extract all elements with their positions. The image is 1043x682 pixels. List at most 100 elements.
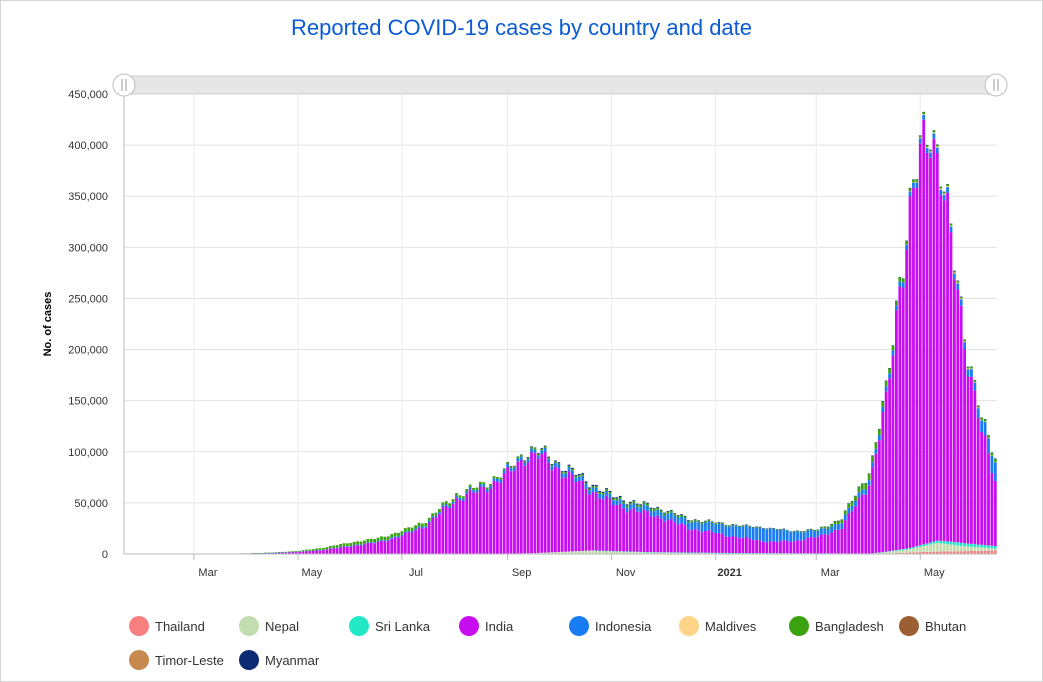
bar-segment-india[interactable] (802, 540, 806, 554)
bar-segment-india[interactable] (536, 458, 540, 553)
bar-segment-thailand[interactable] (973, 550, 977, 554)
bar-segment-india[interactable] (813, 537, 816, 554)
bar-segment-sri-lanka[interactable] (686, 552, 690, 554)
bar-segment-sri-lanka[interactable] (959, 542, 963, 546)
bar-segment-indonesia[interactable] (574, 477, 578, 482)
bar-segment-myanmar[interactable] (615, 497, 619, 499)
bar-segment-india[interactable] (345, 546, 349, 554)
bar-segment-myanmar[interactable] (690, 520, 694, 522)
bar-segment-sri-lanka[interactable] (782, 553, 786, 554)
bar-segment-bangladesh[interactable] (806, 529, 810, 531)
bar-segment-india[interactable] (959, 305, 963, 543)
bar-segment-myanmar[interactable] (676, 515, 680, 516)
bar-segment-sri-lanka[interactable] (976, 544, 980, 548)
bar-segment-sri-lanka[interactable] (925, 543, 929, 546)
bar-segment-india[interactable] (342, 546, 346, 554)
bar-segment-bangladesh[interactable] (656, 507, 660, 510)
bar-segment-indonesia[interactable] (489, 485, 492, 489)
bar-segment-bangladesh[interactable] (328, 546, 332, 549)
bar-segment-bangladesh[interactable] (335, 545, 339, 548)
bar-segment-india[interactable] (328, 548, 332, 554)
bar-segment-myanmar[interactable] (625, 504, 629, 506)
bar-segment-bangladesh[interactable] (946, 184, 949, 186)
bar-segment-bangladesh[interactable] (472, 487, 475, 491)
bar-segment-maldives[interactable] (973, 381, 977, 383)
bar-segment-indonesia[interactable] (963, 342, 967, 350)
bar-segment-bangladesh[interactable] (891, 345, 895, 351)
bar-segment-bangladesh[interactable] (533, 448, 537, 450)
bar-segment-india[interactable] (990, 472, 994, 546)
bar-segment-india[interactable] (918, 143, 922, 546)
bar-segment-bangladesh[interactable] (625, 505, 629, 508)
bar-segment-india[interactable] (472, 492, 475, 554)
bar-segment-india[interactable] (465, 493, 469, 554)
bar-segment-india[interactable] (301, 551, 305, 554)
bar-segment-bangladesh[interactable] (397, 532, 400, 537)
bar-segment-indonesia[interactable] (482, 484, 486, 487)
bar-segment-indonesia[interactable] (383, 540, 387, 542)
bar-segment-bangladesh[interactable] (993, 458, 997, 462)
bar-segment-bangladesh[interactable] (536, 453, 540, 456)
bar-segment-bangladesh[interactable] (942, 191, 946, 194)
bar-segment-bangladesh[interactable] (519, 454, 523, 457)
bar-segment-thailand[interactable] (915, 552, 919, 554)
bar-segment-sri-lanka[interactable] (741, 553, 745, 554)
bar-segment-bangladesh[interactable] (530, 446, 533, 449)
bar-segment-bangladesh[interactable] (629, 502, 632, 505)
bar-segment-thailand[interactable] (918, 552, 922, 554)
bar-segment-india[interactable] (359, 545, 363, 554)
bar-segment-nepal[interactable] (632, 552, 636, 554)
bar-segment-india[interactable] (516, 461, 520, 554)
bar-segment-thailand[interactable] (993, 550, 997, 554)
bar-segment-bangladesh[interactable] (608, 492, 612, 494)
bar-segment-indonesia[interactable] (775, 529, 779, 542)
bar-segment-nepal[interactable] (949, 544, 953, 552)
bar-segment-india[interactable] (557, 468, 561, 552)
bar-segment-indonesia[interactable] (966, 369, 970, 377)
bar-segment-bangladesh[interactable] (683, 516, 687, 519)
bar-segment-india[interactable] (294, 552, 298, 554)
bar-segment-bangladesh[interactable] (823, 526, 827, 529)
bar-segment-nepal[interactable] (605, 550, 608, 554)
legend-item-myanmar[interactable]: Myanmar (239, 647, 349, 673)
bar-segment-bangladesh[interactable] (871, 455, 874, 463)
bar-segment-nepal[interactable] (935, 542, 939, 552)
bar-segment-myanmar[interactable] (663, 512, 666, 514)
bar-segment-indonesia[interactable] (652, 511, 656, 517)
bar-segment-india[interactable] (840, 528, 844, 554)
bar-segment-myanmar[interactable] (652, 508, 656, 510)
bar-segment-thailand[interactable] (987, 550, 990, 554)
bar-segment-indonesia[interactable] (840, 523, 844, 529)
bar-segment-india[interactable] (478, 486, 482, 554)
bar-segment-india[interactable] (356, 545, 359, 554)
bar-segment-indonesia[interactable] (550, 466, 554, 471)
bar-segment-indonesia[interactable] (802, 532, 806, 541)
bar-segment-bangladesh[interactable] (465, 489, 469, 492)
bar-segment-india[interactable] (594, 492, 598, 551)
bar-segment-bangladesh[interactable] (461, 496, 465, 499)
bar-segment-sri-lanka[interactable] (939, 540, 943, 544)
bar-segment-myanmar[interactable] (622, 500, 625, 502)
bar-segment-india[interactable] (455, 497, 458, 554)
bar-segment-sri-lanka[interactable] (765, 553, 769, 554)
bar-segment-myanmar[interactable] (553, 460, 557, 462)
bar-segment-bangladesh[interactable] (646, 503, 649, 506)
bar-segment-indonesia[interactable] (785, 530, 789, 542)
bar-segment-india[interactable] (816, 536, 820, 554)
bar-segment-myanmar[interactable] (598, 490, 602, 493)
bar-segment-indonesia[interactable] (547, 458, 550, 463)
bar-segment-bangladesh[interactable] (611, 498, 615, 501)
bar-segment-nepal[interactable] (629, 551, 632, 554)
bar-segment-maldives[interactable] (963, 341, 967, 343)
bar-segment-india[interactable] (772, 541, 776, 554)
bar-segment-nepal[interactable] (598, 550, 602, 554)
bar-segment-bangladesh[interactable] (680, 514, 683, 517)
bar-segment-sri-lanka[interactable] (918, 545, 922, 547)
bar-segment-indonesia[interactable] (669, 512, 673, 520)
bar-segment-nepal[interactable] (622, 551, 625, 554)
bar-segment-bangladesh[interactable] (925, 145, 929, 147)
bar-segment-indonesia[interactable] (403, 531, 407, 533)
bar-segment-india[interactable] (393, 537, 397, 554)
bar-segment-nepal[interactable] (567, 551, 571, 554)
bar-segment-india[interactable] (932, 138, 936, 542)
